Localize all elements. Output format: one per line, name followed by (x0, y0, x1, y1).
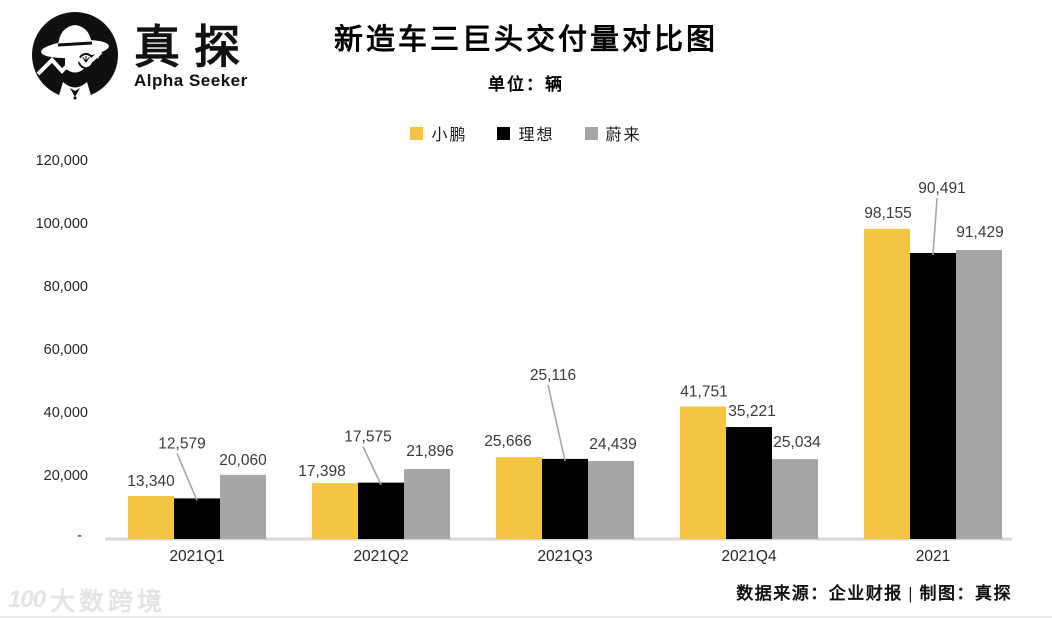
label-leader-line (362, 446, 382, 485)
bar-蔚来-2021 (956, 249, 1002, 539)
category-label: 2021Q1 (169, 548, 224, 565)
watermark-100-icon: 100 (8, 586, 46, 613)
category-label: 2021Q3 (537, 548, 592, 565)
y-tick-label: 40,000 (44, 405, 88, 421)
brand: 真探 Alpha Seeker (28, 10, 254, 104)
brand-subtitle: Alpha Seeker (134, 71, 248, 91)
bar-理想-2021Q3 (542, 458, 588, 539)
watermark-text: 大数跨境 (50, 588, 167, 616)
data-source-note: 数据来源：企业财报 | 制图：真探 (736, 584, 1012, 603)
value-label: 20,060 (219, 452, 267, 469)
value-label: 12,579 (158, 435, 205, 452)
label-leader-line (547, 384, 566, 462)
y-tick-label: - (77, 528, 82, 544)
label-leader-line (932, 197, 938, 256)
value-label: 90,491 (918, 180, 965, 197)
legend-label: 小鹏 (431, 127, 468, 144)
bar-蔚来-2021Q4 (772, 459, 818, 539)
value-label: 41,751 (680, 383, 727, 400)
category-label: 2021Q2 (353, 548, 408, 565)
bar-理想-2021Q2 (358, 482, 404, 539)
bar-小鹏-2021Q4 (680, 406, 726, 539)
y-tick-label: 100,000 (36, 216, 88, 232)
bar-小鹏-2021Q1 (128, 495, 174, 539)
value-label: 25,116 (530, 367, 576, 384)
category-label: 2021 (916, 548, 950, 565)
detective-logo-icon (32, 12, 118, 102)
legend-item-蔚来: 蔚来 (584, 121, 642, 145)
legend-swatch-icon (497, 126, 511, 140)
watermark: 100 大数跨境 (8, 582, 167, 616)
label-leader-line (176, 453, 198, 501)
value-label: 25,034 (773, 434, 821, 451)
legend-swatch-icon (584, 126, 598, 140)
legend-label: 蔚来 (605, 127, 642, 144)
legend-item-理想: 理想 (497, 121, 554, 145)
bar-蔚来-2021Q2 (404, 469, 450, 539)
bar-小鹏-2021Q2 (312, 483, 358, 539)
bar-小鹏-2021Q3 (496, 457, 542, 539)
brand-name: 真探 (134, 21, 254, 73)
brand-text: 真探 Alpha Seeker (134, 21, 254, 92)
value-label: 98,155 (864, 205, 911, 222)
legend-label: 理想 (518, 127, 555, 144)
bar-蔚来-2021Q1 (220, 474, 266, 539)
y-tick-label: 60,000 (44, 342, 88, 358)
value-label: 17,398 (298, 463, 345, 480)
legend: 小鹏 理想 蔚来 (0, 121, 1052, 145)
bar-蔚来-2021Q3 (588, 461, 634, 539)
value-label: 17,575 (344, 429, 391, 446)
y-tick-label: 120,000 (36, 153, 88, 169)
bar-理想-2021Q4 (726, 427, 772, 539)
bar-理想-2021Q1 (174, 498, 220, 539)
y-tick-label: 20,000 (44, 468, 88, 484)
value-label: 21,896 (406, 443, 453, 460)
bar-理想-2021 (910, 252, 956, 539)
value-label: 91,429 (956, 224, 1003, 241)
value-label: 24,439 (589, 436, 636, 453)
y-tick-label: 80,000 (44, 279, 88, 295)
value-label: 35,221 (728, 403, 775, 420)
category-label: 2021Q4 (721, 548, 777, 565)
bar-小鹏-2021 (864, 228, 910, 539)
value-label: 25,666 (484, 433, 531, 450)
legend-item-小鹏: 小鹏 (410, 121, 467, 145)
legend-swatch-icon (410, 126, 424, 140)
value-label: 13,340 (127, 473, 175, 490)
